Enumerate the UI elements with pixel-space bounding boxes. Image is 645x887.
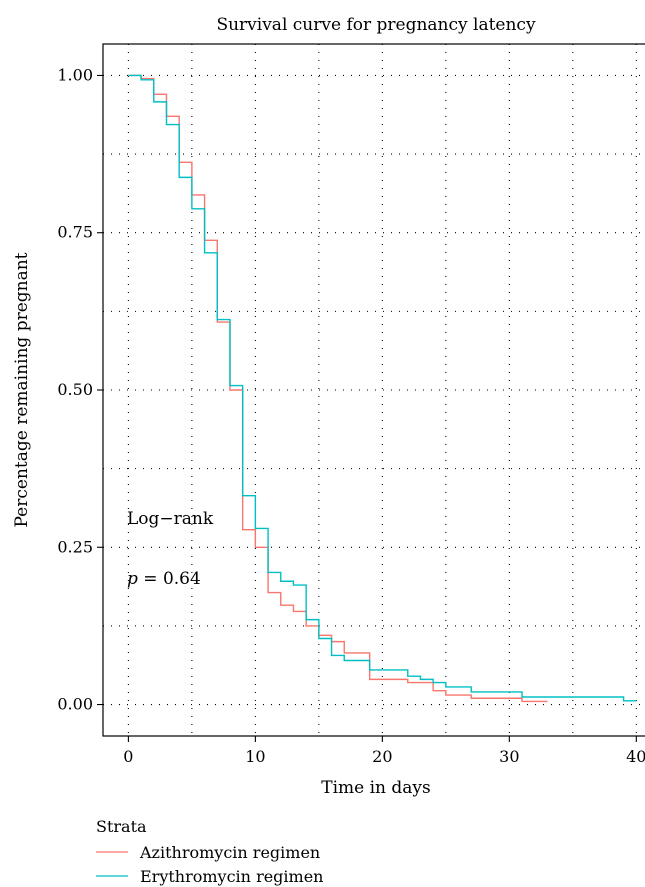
series-lines [128,74,637,703]
x-tick-label: 10 [245,747,265,766]
y-tick-label: 1.00 [57,65,93,84]
x-tick-label: 20 [372,747,392,766]
x-tick-label: 0 [123,747,133,766]
plot-panel-border [102,43,645,737]
y-axis-title: Percentage remaining pregnant [12,252,32,527]
x-tick-label: 40 [626,747,645,766]
axis-ticks: 0 10 20 30 40 0.00 0.25 0.50 0.75 1.00 [57,65,645,766]
legend-label-erythromycin: Erythromycin regimen [140,867,323,886]
y-tick-label: 0.00 [57,695,93,714]
series-line-azithromycin [128,74,548,703]
y-tick-label: 0.75 [57,223,93,242]
p-symbol: p [127,569,138,589]
logrank-label: Log−rank [127,509,214,529]
p-value-annotation: p = 0.64 [127,569,201,589]
x-tick-label: 30 [499,747,519,766]
grid-lines [103,44,645,736]
chart-title: Survival curve for pregnancy latency [216,15,536,35]
legend-label-azithromycin: Azithromycin regimen [139,843,320,862]
y-tick-label: 0.50 [57,380,93,399]
legend: Strata Azithromycin regimen Erythromycin… [96,817,323,886]
p-value-text: = 0.64 [138,569,201,589]
legend-title: Strata [96,817,147,836]
y-tick-label: 0.25 [57,537,93,556]
series-line-erythromycin [128,74,637,702]
x-axis-title: Time in days [321,778,431,798]
